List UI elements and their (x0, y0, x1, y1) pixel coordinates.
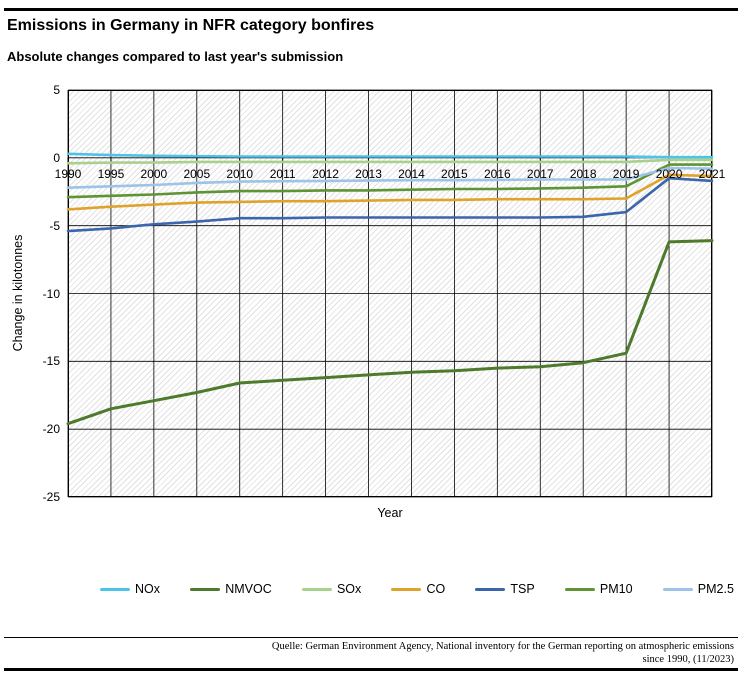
series-line-PM2.5 (66, 166, 714, 189)
chart-legend: NOx NMVOC SOx CO TSP PM10 PM2.5 (100, 582, 734, 596)
line-chart (66, 89, 714, 498)
x-tick-label: 2010 (226, 166, 254, 181)
y-tick-label: -5 (49, 218, 60, 233)
legend-swatch-NMVOC (190, 587, 221, 591)
legend-label-PM2.5: PM2.5 (697, 582, 734, 596)
source-note: Quelle: German Environment Agency, Natio… (234, 640, 734, 666)
series-line-PM10 (66, 163, 714, 199)
x-tick-label: 2015 (441, 166, 468, 181)
x-tick-label: 2018 (569, 166, 597, 181)
y-tick-label: 0 (53, 150, 60, 165)
legend-label-NOx: NOx (135, 582, 160, 596)
x-tick-label: 2017 (526, 166, 554, 181)
source-line-1: Quelle: German Environment Agency, Natio… (271, 641, 734, 652)
series-line-SOx (66, 158, 714, 165)
x-tick-label: 1990 (54, 166, 82, 181)
legend-swatch-SOx (301, 587, 332, 591)
legend-label-SOx: SOx (336, 582, 362, 596)
legend-item-NOx: NOx (100, 582, 160, 596)
x-axis-title: Year (377, 506, 403, 520)
x-tick-label: 2016 (483, 166, 511, 181)
y-tick-label: -15 (42, 354, 60, 369)
legend-swatch-NOx (100, 587, 130, 591)
footer-top-rule (4, 637, 738, 638)
legend-swatch-CO (391, 587, 422, 591)
legend-item-PM10: PM10 (564, 582, 633, 596)
y-tick-label: -20 (42, 422, 60, 437)
source-line-2: since 1990, (11/2023) (642, 654, 734, 665)
x-tick-label: 2005 (183, 166, 211, 181)
series-line-NMVOC (66, 239, 714, 426)
series-line-TSP (66, 176, 714, 233)
x-tick-label: 2019 (612, 166, 640, 181)
series-line-CO (66, 173, 714, 211)
legend-item-NMVOC: NMVOC (190, 582, 272, 596)
series-line-NOx (66, 152, 714, 159)
legend-swatch-PM2.5 (662, 587, 693, 591)
legend-label-TSP: TSP (510, 582, 535, 596)
chart-area: 5 0 -5 -10 -15 -20 -25 1990 1995 2000 2005 2010 201… (11, 83, 726, 520)
legend-label-NMVOC: NMVOC (225, 582, 272, 596)
x-tick-label: 2013 (355, 166, 382, 181)
x-tick-label: 2000 (140, 166, 168, 181)
legend-swatch-PM10 (564, 587, 595, 591)
legend-item-TSP: TSP (475, 582, 535, 596)
x-tick-label: 2014 (398, 166, 425, 181)
bottom-rule (4, 668, 738, 671)
legend-item-PM2.5: PM2.5 (662, 582, 734, 596)
x-tick-label: 2021 (698, 166, 726, 181)
x-tick-label: 2020 (655, 166, 683, 181)
x-tick-label: 2011 (269, 166, 296, 181)
x-tick-label: 2012 (312, 166, 339, 181)
legend-item-CO: CO (391, 582, 445, 596)
x-tick-label: 1995 (97, 166, 125, 181)
legend-label-PM10: PM10 (599, 582, 633, 596)
legend-swatch-TSP (475, 587, 506, 591)
chart-title: Emissions in Germany in NFR category bon… (7, 17, 375, 34)
y-tick-label: -25 (42, 490, 60, 504)
y-tick-label: 5 (53, 83, 60, 97)
top-rule (4, 8, 738, 11)
y-tick-label: -10 (42, 286, 60, 301)
y-axis-title: Change in kilotonnes (11, 234, 25, 352)
chart-subtitle: Absolute changes compared to last year's… (7, 49, 344, 64)
legend-item-SOx: SOx (301, 582, 362, 596)
legend-label-CO: CO (426, 582, 446, 596)
